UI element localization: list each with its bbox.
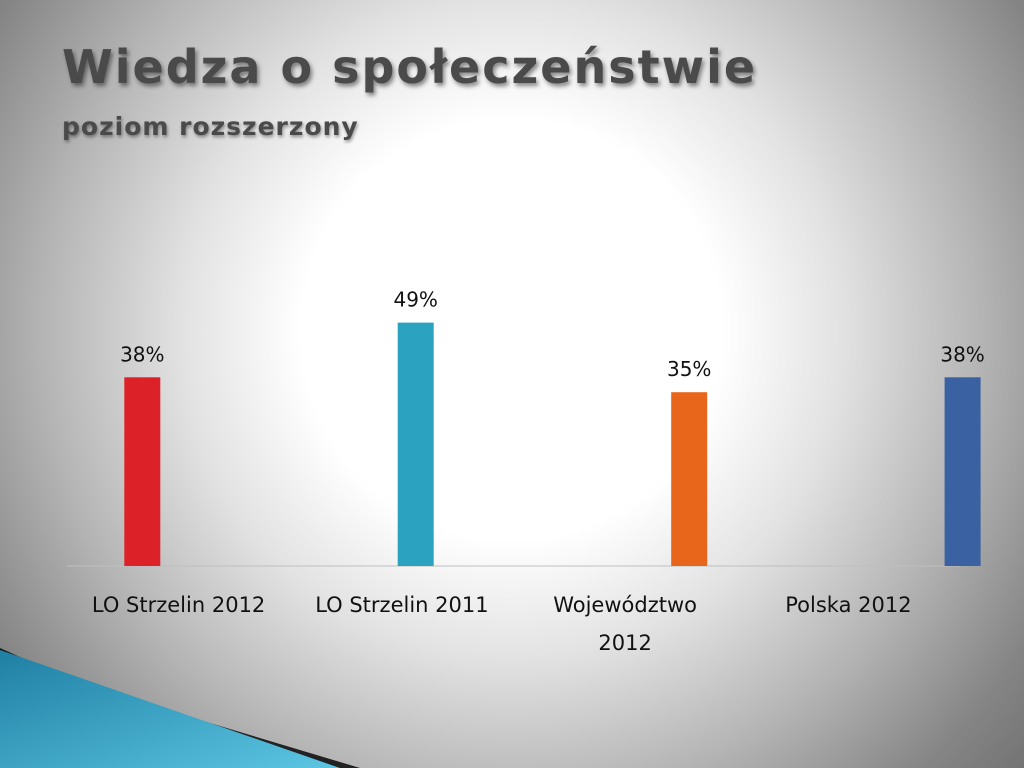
slide-title: Wiedza o społeczeństwie bbox=[62, 40, 758, 94]
x-tick-label: LO Strzelin 2011 bbox=[315, 593, 488, 617]
bar bbox=[671, 392, 708, 566]
bar bbox=[944, 377, 981, 566]
data-label: 49% bbox=[393, 288, 437, 312]
x-tick-label: LO Strzelin 2012 bbox=[92, 593, 265, 617]
x-tick-label: Województwo 2012 bbox=[553, 593, 697, 655]
slide-subtitle: poziom rozszerzony bbox=[62, 112, 359, 141]
bar bbox=[124, 377, 161, 566]
data-label: 38% bbox=[940, 342, 984, 366]
x-tick-label: Polska 2012 bbox=[785, 593, 911, 617]
bar bbox=[397, 322, 434, 566]
data-label: 35% bbox=[667, 357, 711, 381]
data-label: 38% bbox=[120, 342, 164, 366]
